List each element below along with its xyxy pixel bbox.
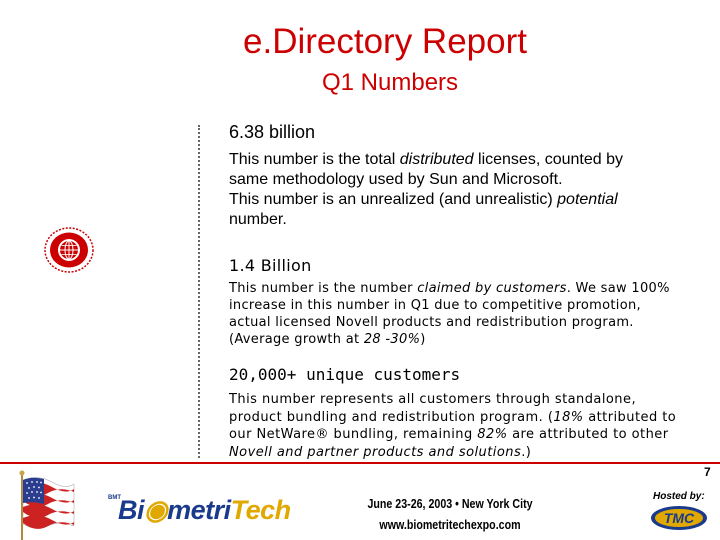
section-body: This number is the number claimed by cus… xyxy=(229,280,670,348)
body-line: This number is the total distributed lic… xyxy=(229,151,623,168)
event-url: www.biometritechexpo.com xyxy=(379,517,521,532)
body-line: same methodology used by Sun and Microso… xyxy=(229,171,563,188)
dotted-divider xyxy=(198,125,200,458)
body-line: This number is an unrealized (and unreal… xyxy=(229,191,618,208)
header: e.Directory Report Q1 Numbers xyxy=(0,0,720,100)
section-heading: 20,000+ unique customers xyxy=(229,365,461,384)
page-number: 7 xyxy=(704,465,711,479)
section-body: This number represents all customers thr… xyxy=(229,391,676,461)
logo-wordmark: Bi◉metriTech xyxy=(118,495,291,525)
page-subtitle: Q1 Numbers xyxy=(322,69,459,96)
body-line: increase in this number in Q1 due to com… xyxy=(229,298,641,313)
page-title: e.Directory Report xyxy=(243,22,527,61)
event-dates: June 23-26, 2003 • New York City xyxy=(367,496,533,511)
body-line: Novell and partner products and solution… xyxy=(229,444,532,460)
body-line: number. xyxy=(229,211,287,228)
logo-small-text: BMT xyxy=(108,495,121,501)
section-heading: 6.38 billion xyxy=(229,122,316,142)
section-unique-customers: 20,000+ unique customers This number rep… xyxy=(229,365,676,461)
section-body: This number is the total distributed lic… xyxy=(229,150,623,230)
footer-divider xyxy=(0,462,720,464)
us-flag-icon xyxy=(14,470,76,540)
section-claimed-licenses: 1.4 Billion This number is the number cl… xyxy=(229,256,670,348)
biometritech-logo: BMT Bi◉metriTech xyxy=(108,493,291,529)
body-line: actual licensed Novell products and redi… xyxy=(229,315,634,330)
hosted-by-label: Hosted by: xyxy=(653,491,705,502)
body-line: our NetWare® bundling, remaining 82% are… xyxy=(229,427,669,442)
svg-text:TMC: TMC xyxy=(664,510,695,526)
body-line: (Average growth at 28 -30%) xyxy=(229,332,426,347)
section-distributed-licenses: 6.38 billion This number is the total di… xyxy=(229,122,623,230)
body-line: product bundling and redistribution prog… xyxy=(229,409,677,425)
body-line: This number is the number claimed by cus… xyxy=(229,281,670,296)
body-line: This number represents all customers thr… xyxy=(229,392,637,407)
tmc-logo: TMC xyxy=(650,505,708,531)
section-heading: 1.4 Billion xyxy=(229,256,312,275)
globe-emblem-icon xyxy=(44,227,94,273)
